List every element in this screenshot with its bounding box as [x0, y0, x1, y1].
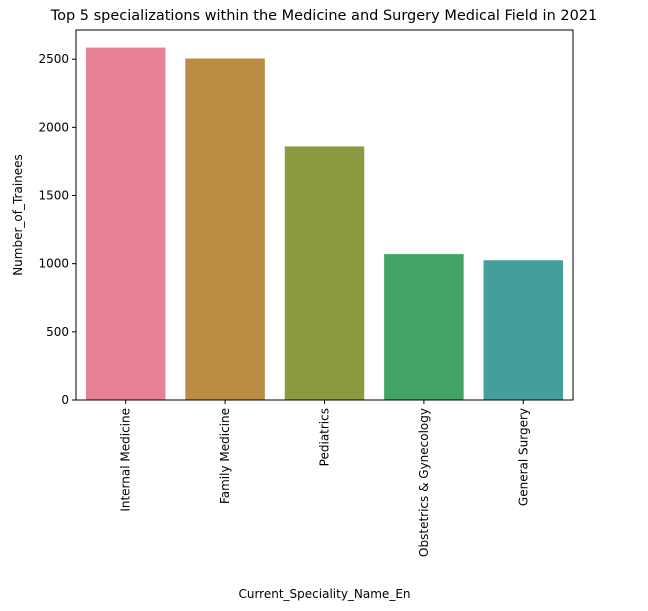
y-tick-label: 2500 — [38, 52, 69, 66]
x-tick-label: Internal Medicine — [119, 408, 133, 512]
y-tick-label: 500 — [46, 325, 69, 339]
bar-internal-medicine — [85, 47, 166, 401]
x-tick-label: Pediatrics — [318, 408, 332, 466]
y-tick-label: 1500 — [38, 189, 69, 203]
x-tick-label: Obstetrics & Gynecology — [417, 408, 431, 557]
chart-title: Top 5 specializations within the Medicin… — [50, 8, 598, 24]
y-tick-label: 0 — [61, 393, 69, 407]
y-tick-label: 2000 — [38, 120, 69, 134]
x-axis-ticks: Internal Medicine Family Medicine Pediatri… — [119, 400, 530, 557]
x-axis-label: Current_Speciality_Name_En — [238, 587, 410, 601]
y-axis-ticks: 0 500 1000 1500 2000 2500 — [38, 52, 76, 407]
bar-general-surgery — [483, 260, 564, 400]
bar-family-medicine — [185, 58, 265, 400]
y-tick-label: 1000 — [38, 257, 69, 271]
y-axis-label: Number_of_Trainees — [11, 154, 25, 276]
bars-group — [85, 47, 564, 401]
bar-obstetrics-gynecology — [384, 254, 464, 400]
bar-pediatrics — [284, 146, 365, 400]
x-tick-label: General Surgery — [516, 408, 530, 506]
plot-frame — [75, 29, 574, 401]
x-tick-label: Family Medicine — [218, 408, 232, 504]
